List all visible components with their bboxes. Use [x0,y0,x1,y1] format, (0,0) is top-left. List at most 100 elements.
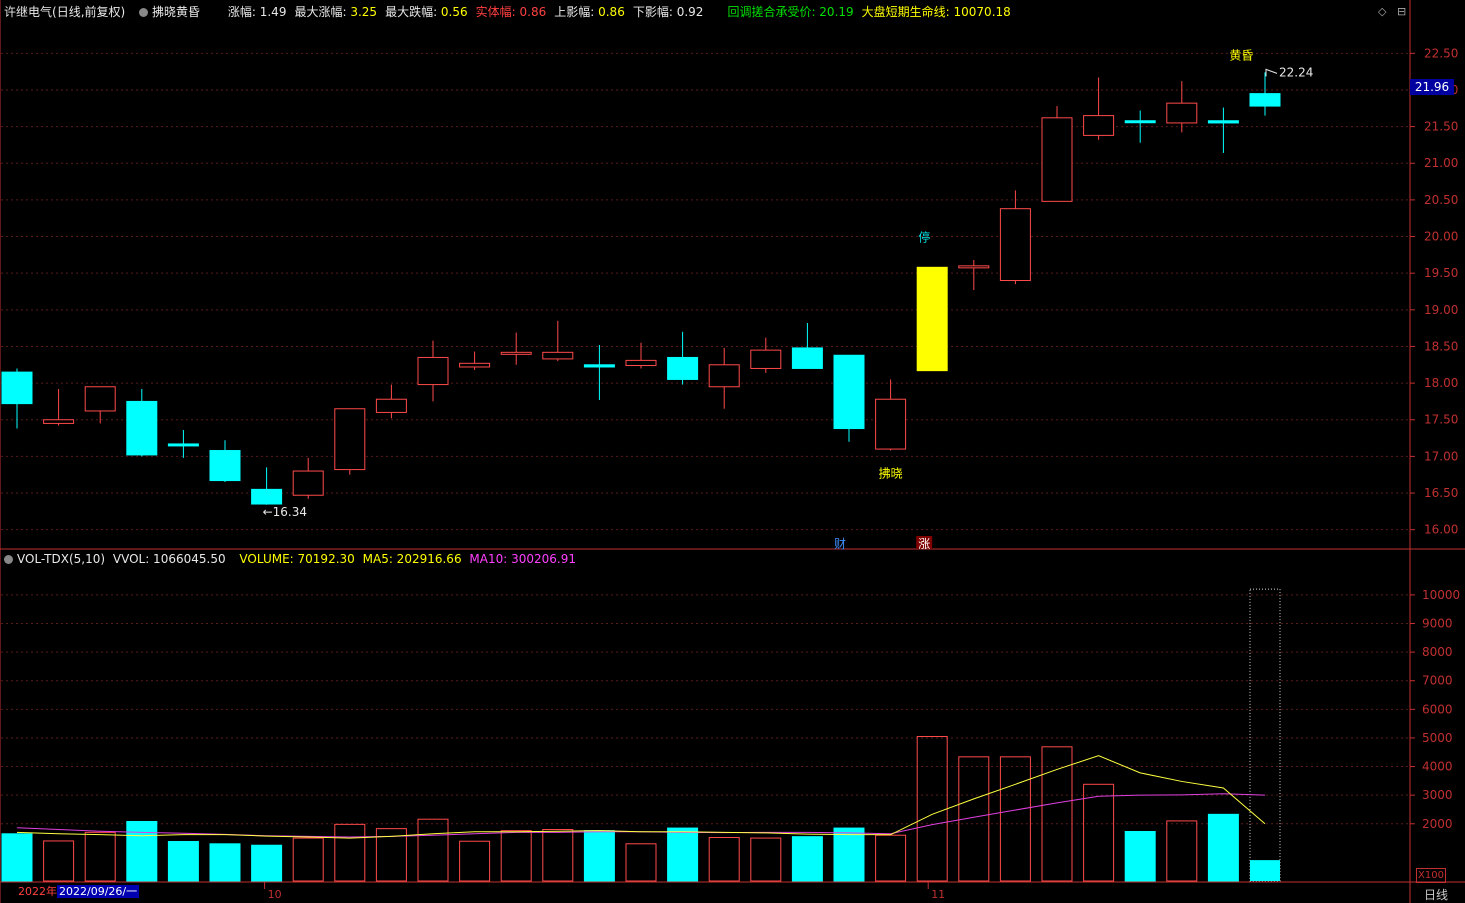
volume-bar [958,756,990,882]
candle-body [1207,120,1239,124]
candle-body [251,488,283,505]
indicator-name[interactable]: 拂晓黄昏 [152,5,201,19]
stat-value: 3.25 [346,5,378,19]
volume-bar [875,834,907,882]
vvol-value: VVOL: 1066045.50 [112,552,226,566]
up-marker-bg [916,536,933,549]
window-toggle-icon[interactable]: ⊟ [1397,5,1407,18]
price-tick-label: 17.00 [1424,449,1458,463]
volume-indicator-dot-icon[interactable] [4,555,13,564]
volume-tick-label: 9000 [1422,617,1453,631]
ma10-line [16,793,1266,838]
stat-label: 下影幅: [632,5,673,19]
candle-body [43,419,75,424]
stat-item: 实体幅: 0.86 [476,5,551,19]
dusk-label: 黄昏 [1229,48,1253,62]
volume-tick-label: 2000 [1422,817,1453,831]
stat-item: 最大跌幅: 0.56 [385,5,472,19]
stock-name[interactable]: 许继电气 [4,5,53,19]
month-label-11: 11 [931,888,945,901]
stat-label: 回调搓合承受价: [727,5,816,19]
volume-bar [1041,746,1073,882]
volume-bar [334,823,366,882]
volume-bar [167,841,199,882]
price-tick-label: 16.50 [1424,486,1458,500]
indicator-dot-icon[interactable] [139,8,149,17]
high-flag-icon [1265,68,1278,77]
current-price-tag: 21.96 [1410,79,1454,95]
price-tick-label: 17.50 [1424,413,1458,427]
volume-bar [1166,820,1198,882]
candle-body [1166,102,1198,124]
cursor-date: 2022/09/26/一 [57,885,140,898]
volume-value: VOLUME: 70192.30 [239,552,355,566]
candle-body [916,266,948,372]
candle-body [292,470,324,496]
volume-indicator-name[interactable]: VOL-TDX(5,10) [17,552,106,566]
volume-tick-label: 5000 [1422,731,1453,745]
volume-bar [292,837,324,882]
volume-tick-label: 7000 [1422,674,1453,688]
price-tick-label: 21.50 [1424,120,1458,134]
high-price-label: 22.24 [1279,65,1313,79]
up-marker: 涨 [918,536,930,551]
candle-body [375,398,407,413]
volume-bar [1207,813,1239,882]
candle-body [84,386,116,412]
volume-bar [459,840,491,882]
ma5-line [16,755,1266,839]
price-tick-label: 19.50 [1424,266,1458,280]
stat-item: 回调搓合承受价: 20.19 [727,5,857,19]
price-tick-label: 19.00 [1424,303,1458,317]
stat-value: 0.56 [437,5,468,19]
volume-bar [84,831,116,882]
volume-tick-label: 8000 [1422,645,1453,659]
volume-bar [209,843,241,882]
candle-body [583,364,615,368]
stat-value: 0.86 [515,5,547,19]
volume-header: VOL-TDX(5,10) VVOL: 1066045.50 VOLUME: 7… [0,548,1410,570]
stat-value: 10070.18 [949,5,1011,19]
stat-value: 20.19 [815,5,854,19]
stat-value: 0.92 [672,5,704,19]
period-label[interactable]: 日线 [1424,888,1449,902]
volume-bar [417,818,449,882]
price-tick-label: 16.00 [1424,523,1458,537]
volume-tick-label: 6000 [1422,702,1453,716]
candle-body [625,359,657,367]
candle-body [999,208,1031,282]
volume-bar [1250,860,1280,881]
volume-bar [916,736,948,882]
volume-bar [833,827,865,882]
ma10-value: MA10: 300206.91 [469,552,576,566]
price-tick-label: 20.00 [1424,230,1458,244]
stat-label: 最大跌幅: [385,5,438,19]
volume-tick-label: 4000 [1422,760,1453,774]
candle-body [791,347,823,369]
dawn-label: 拂晓 [879,467,903,481]
candle-body [667,356,699,380]
volume-bar [1124,831,1156,882]
volume-tick-label: 3000 [1422,788,1453,802]
candle-body [1,371,33,405]
price-tick-label: 18.50 [1424,339,1458,353]
candle-body [417,356,449,386]
candle-body [1249,93,1281,107]
stat-item: 上影幅: 0.86 [554,5,629,19]
candle-body [1083,115,1115,136]
volume-unit-label: X100 [1416,868,1446,883]
stat-label: 涨幅: [227,5,256,19]
diamond-icon[interactable]: ◇ [1378,5,1387,18]
price-tick-label: 22.50 [1424,46,1458,60]
date-axis-start: 2022年 2022/09/26/一 [0,884,140,900]
candle-body [209,450,241,482]
volume-bar [126,820,158,882]
stat-label: 上影幅: [554,5,595,19]
stat-label: 最大涨幅: [294,5,347,19]
limit-stop-label: 停 [918,229,930,244]
stat-item: 最大涨幅: 3.25 [294,5,381,19]
volume-bar [1,833,33,882]
low-price-label: ←16.34 [263,505,307,519]
candle-body [1124,120,1156,124]
